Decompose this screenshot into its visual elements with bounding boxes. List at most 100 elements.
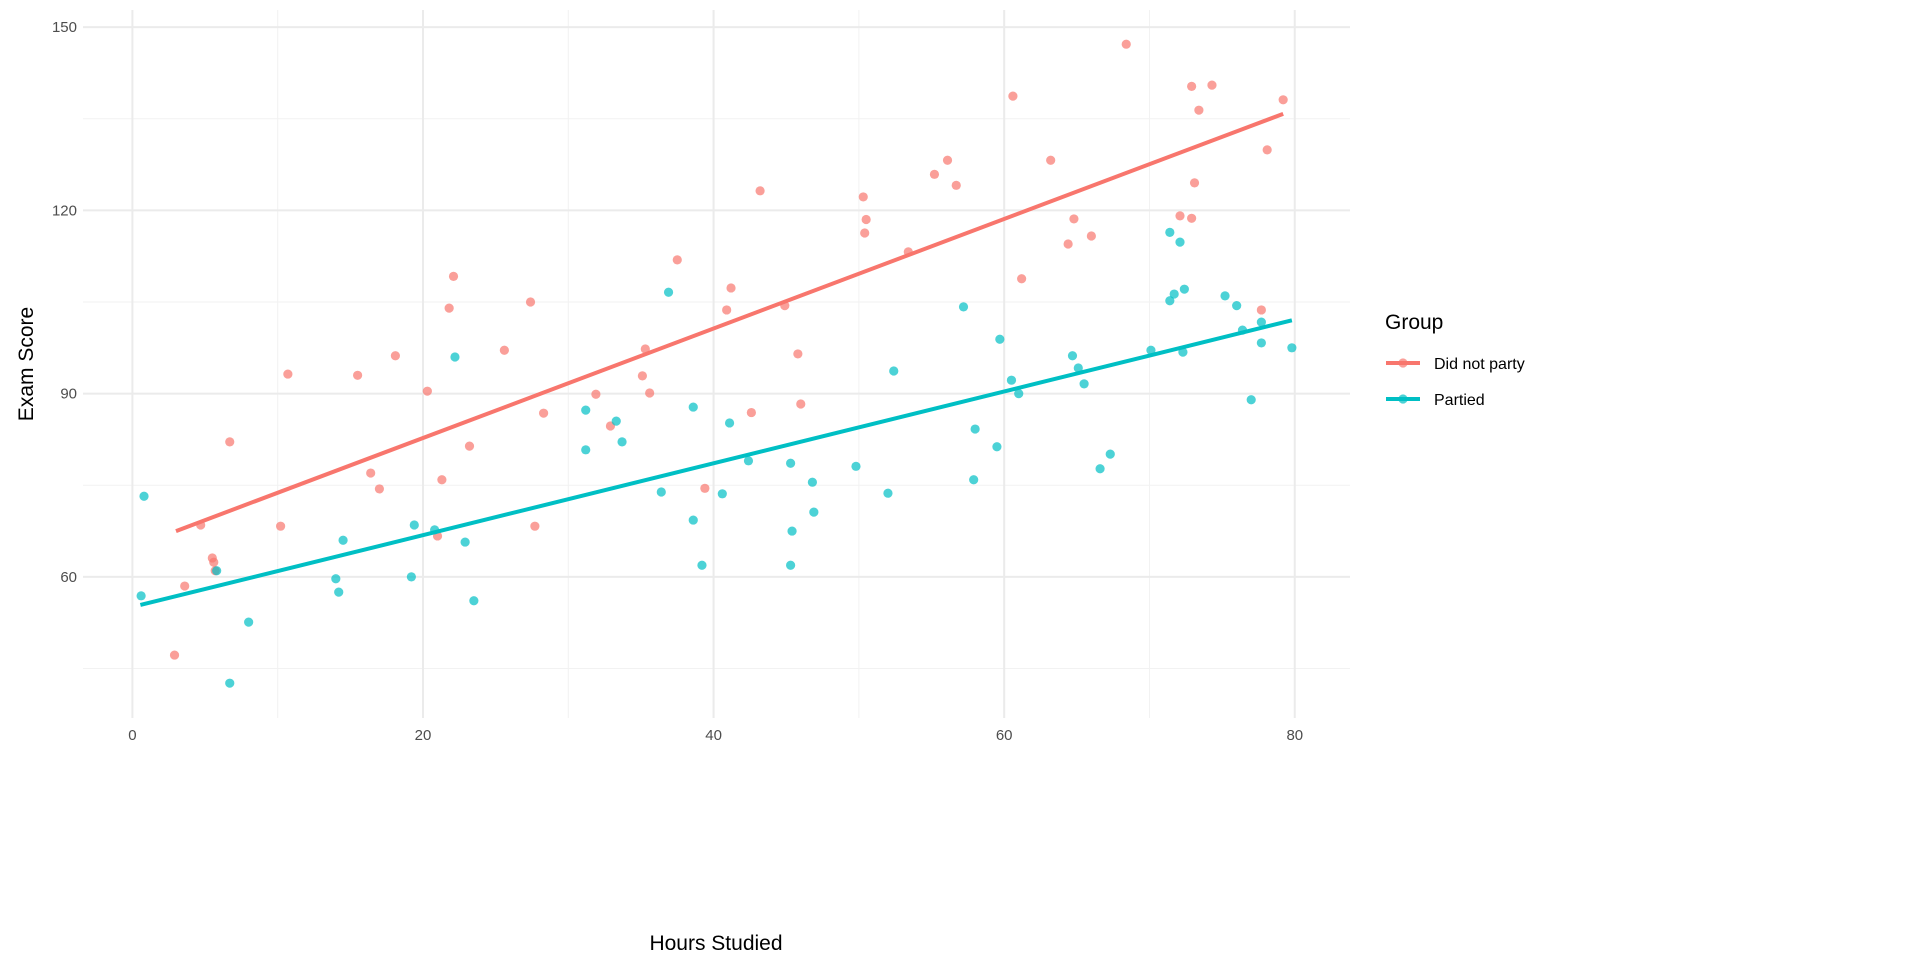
- data-point: [637, 371, 647, 381]
- legend-key-point: [1398, 394, 1408, 404]
- data-point: [883, 488, 893, 498]
- tick-labels: 0 20 40 60 80 60 90 120 150: [52, 19, 1303, 744]
- data-point: [663, 287, 674, 297]
- data-point: [1105, 449, 1115, 459]
- data-point: [1169, 289, 1179, 299]
- data-point: [1207, 80, 1217, 90]
- regression-line: [175, 111, 1284, 533]
- x-tick-label: 40: [705, 727, 722, 744]
- y-tick-label: 150: [52, 19, 77, 36]
- data-point: [225, 678, 235, 688]
- data-point: [538, 408, 549, 418]
- y-axis-title: Exam Score: [15, 307, 38, 421]
- x-tick-label: 0: [128, 727, 136, 744]
- data-point: [726, 283, 736, 293]
- data-point: [464, 441, 475, 451]
- data-point: [448, 271, 459, 281]
- data-point: [499, 345, 509, 355]
- data-point: [617, 437, 627, 447]
- data-point: [139, 491, 149, 501]
- legend-label: Partied: [1434, 392, 1485, 409]
- data-point: [1079, 379, 1089, 389]
- fit-lines: [139, 111, 1293, 607]
- data-point: [970, 424, 980, 434]
- data-point: [858, 192, 868, 202]
- data-point: [969, 475, 979, 485]
- data-point: [645, 388, 655, 398]
- data-point: [1121, 39, 1131, 49]
- data-point: [809, 507, 819, 517]
- data-point: [169, 650, 180, 660]
- data-point: [1008, 91, 1018, 101]
- data-point: [688, 515, 698, 525]
- data-point: [793, 349, 803, 359]
- data-point: [1256, 338, 1266, 348]
- data-point: [1086, 231, 1096, 241]
- data-point: [1232, 301, 1242, 311]
- data-point: [958, 302, 969, 312]
- data-point: [338, 535, 348, 545]
- data-point: [1067, 351, 1078, 361]
- data-point: [851, 461, 861, 471]
- data-point: [860, 228, 870, 238]
- data-point: [180, 581, 190, 591]
- data-point: [861, 214, 871, 225]
- data-point: [1187, 213, 1197, 223]
- data-point: [1287, 343, 1297, 353]
- data-point: [743, 456, 754, 466]
- data-point: [422, 386, 432, 396]
- data-point: [1256, 305, 1266, 315]
- data-point: [525, 297, 536, 307]
- data-point: [209, 557, 219, 567]
- data-point: [796, 399, 806, 409]
- data-point: [1063, 239, 1073, 249]
- data-point: [717, 489, 727, 499]
- regression-line: [139, 318, 1293, 607]
- data-point: [1175, 211, 1185, 221]
- x-tick-label: 80: [1286, 727, 1303, 744]
- data-point: [244, 617, 254, 627]
- data-point: [746, 407, 756, 418]
- data-point: [1194, 105, 1204, 115]
- grid: [83, 10, 1350, 718]
- data-point: [374, 484, 385, 494]
- legend-title: Group: [1385, 311, 1443, 334]
- data-point: [581, 445, 591, 455]
- data-point: [283, 369, 293, 379]
- data-point: [755, 186, 765, 196]
- data-point: [390, 351, 400, 361]
- data-point: [672, 255, 682, 265]
- data-point: [1179, 284, 1189, 294]
- data-point: [212, 566, 222, 576]
- data-point: [787, 526, 797, 536]
- data-point: [1073, 363, 1083, 373]
- data-point: [1220, 291, 1230, 301]
- x-tick-label: 60: [996, 727, 1013, 744]
- data-point: [700, 483, 710, 493]
- data-point: [1278, 95, 1288, 105]
- data-point: [786, 458, 796, 468]
- legend-key-point: [1398, 358, 1408, 368]
- data-point: [889, 366, 899, 376]
- data-point: [697, 560, 707, 570]
- x-tick-label: 20: [415, 727, 432, 744]
- x-axis-title: Hours Studied: [649, 932, 782, 955]
- data-point: [469, 596, 479, 606]
- data-point: [1069, 214, 1079, 224]
- data-point: [1175, 237, 1185, 247]
- data-point: [807, 477, 817, 487]
- data-point: [409, 520, 419, 530]
- data-point: [1046, 155, 1056, 165]
- legend-label: Did not party: [1434, 356, 1525, 373]
- y-tick-label: 60: [60, 569, 77, 586]
- data-point: [437, 475, 447, 485]
- data-point: [929, 169, 940, 179]
- data-point: [1165, 227, 1175, 237]
- data-point: [366, 468, 376, 478]
- data-point: [1187, 81, 1197, 91]
- data-point: [353, 370, 363, 380]
- data-point: [688, 402, 698, 412]
- data-point: [1014, 389, 1024, 399]
- data-point: [1256, 317, 1266, 327]
